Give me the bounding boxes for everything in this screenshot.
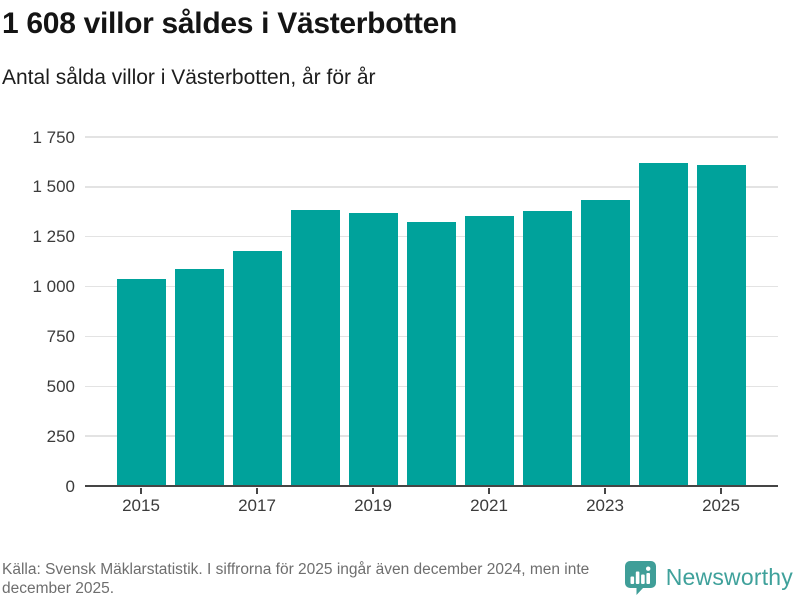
y-axis-label: 0 xyxy=(65,476,75,496)
source-note: Källa: Svensk Mäklarstatistik. I siffror… xyxy=(2,561,590,598)
newsworthy-logo-icon xyxy=(624,561,656,595)
y-axis-label: 1 000 xyxy=(32,277,75,297)
bar-2017 xyxy=(232,250,282,486)
bar-2025 xyxy=(696,165,746,486)
bar-2020 xyxy=(406,221,456,486)
newsworthy-logo-text: Newsworthy xyxy=(665,564,793,590)
x-axis-label: 2025 xyxy=(702,496,740,515)
page-title: 1 608 villor såldes i Västerbotten xyxy=(2,7,458,40)
x-axis-label: 2023 xyxy=(586,496,624,515)
bar-2019 xyxy=(348,212,398,486)
y-axis-label: 1 500 xyxy=(32,177,75,197)
x-axis-line xyxy=(85,484,778,488)
bar-2018 xyxy=(290,209,340,486)
x-tick-2017 xyxy=(256,487,258,494)
gridline-1750 xyxy=(85,136,778,138)
gridline-1500 xyxy=(85,186,778,188)
chart-subtitle: Antal sålda villor i Västerbotten, år fö… xyxy=(2,66,376,89)
x-tick-2015 xyxy=(140,487,142,494)
y-axis-label: 750 xyxy=(46,326,75,346)
bar-2023 xyxy=(580,199,630,486)
x-axis-label: 2021 xyxy=(470,496,508,515)
bar-2016 xyxy=(174,268,224,486)
x-tick-2021 xyxy=(488,487,490,494)
y-axis-label: 500 xyxy=(46,376,75,396)
y-axis-label: 250 xyxy=(46,426,75,446)
x-axis-label: 2019 xyxy=(354,496,392,515)
x-axis-label: 2017 xyxy=(238,496,276,515)
x-tick-2023 xyxy=(604,487,606,494)
bar-2015 xyxy=(116,278,166,486)
y-axis-label: 1 250 xyxy=(32,227,75,247)
x-tick-2019 xyxy=(372,487,374,494)
bar-2022 xyxy=(522,210,572,486)
y-axis-label: 1 750 xyxy=(32,127,75,147)
x-axis-label: 2015 xyxy=(122,496,160,515)
bar-2021 xyxy=(464,215,514,486)
bar-2024 xyxy=(638,163,688,486)
x-tick-2025 xyxy=(720,487,722,494)
newsworthy-logo: Newsworthy xyxy=(624,560,793,595)
